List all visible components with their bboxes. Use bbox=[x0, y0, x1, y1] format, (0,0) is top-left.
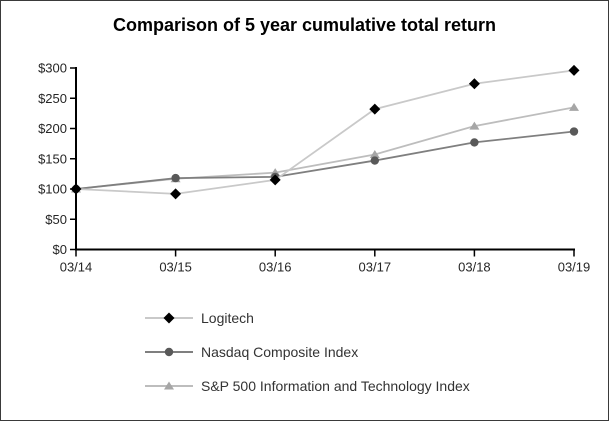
data-point-diamond bbox=[170, 188, 182, 200]
x-axis-tick-label: 03/18 bbox=[458, 260, 491, 275]
legend-circle-marker-icon bbox=[145, 347, 193, 357]
data-point-circle bbox=[370, 156, 379, 165]
y-axis-tick-label: $50 bbox=[45, 212, 67, 227]
y-axis-tick-label: $150 bbox=[38, 151, 67, 166]
legend-label-logitech: Logitech bbox=[201, 310, 254, 326]
series-line bbox=[75, 106, 575, 190]
legend-label-nasdaq: Nasdaq Composite Index bbox=[201, 344, 359, 360]
data-point-diamond bbox=[70, 183, 82, 195]
legend-label-sp500-it: S&P 500 Information and Technology Index bbox=[201, 378, 470, 394]
chart-title: Comparison of 5 year cumulative total re… bbox=[112, 15, 497, 35]
data-point-diamond bbox=[468, 78, 480, 90]
axes: $0 $50 $100 $150 $200 $250 $300 03/14 03/15 03/16… bbox=[38, 61, 590, 275]
series-line bbox=[75, 69, 575, 195]
data-point-circle bbox=[569, 127, 579, 136]
data-point-diamond bbox=[163, 312, 175, 324]
y-axis-tick-label: $250 bbox=[38, 91, 67, 106]
data-point-diamond bbox=[269, 174, 281, 186]
y-axis-tick-label: $200 bbox=[38, 121, 67, 136]
data-point-circle bbox=[164, 347, 174, 357]
legend-item-sp500-it: S&P 500 Information and Technology Index bbox=[145, 369, 470, 403]
series-line bbox=[75, 130, 575, 190]
x-axis-tick-label: 03/19 bbox=[558, 260, 591, 275]
series-1 bbox=[71, 127, 579, 194]
legend-item-nasdaq: Nasdaq Composite Index bbox=[145, 335, 470, 369]
y-axis-tick-label: $0 bbox=[53, 242, 67, 257]
x-axis-tick-label: 03/17 bbox=[359, 260, 392, 275]
data-point-diamond bbox=[568, 64, 580, 76]
data-point-circle bbox=[470, 138, 479, 147]
y-axis-tick-label: $300 bbox=[38, 61, 67, 76]
x-axis-tick-label: 03/14 bbox=[60, 260, 93, 275]
line-chart-plot-area: $0 $50 $100 $150 $200 $250 $300 03/14 03/15 03/16… bbox=[38, 61, 590, 275]
chart-legend: Logitech Nasdaq Composite Index S&P 500 … bbox=[145, 301, 470, 403]
legend-triangle-marker-icon bbox=[145, 381, 193, 390]
legend-diamond-marker-icon bbox=[145, 312, 193, 324]
data-point-triangle bbox=[369, 150, 380, 159]
data-point-triangle bbox=[164, 381, 174, 390]
data-point-circle bbox=[171, 173, 180, 183]
data-point-triangle bbox=[469, 121, 480, 130]
x-axis-tick-label: 03/16 bbox=[259, 260, 292, 275]
y-axis-tick-label: $100 bbox=[38, 182, 67, 197]
legend-item-logitech: Logitech bbox=[145, 301, 470, 335]
series-2 bbox=[71, 102, 579, 193]
data-point-diamond bbox=[369, 103, 381, 115]
data-point-triangle bbox=[569, 102, 579, 111]
x-axis-tick-label: 03/15 bbox=[159, 260, 192, 275]
series-0 bbox=[70, 64, 580, 200]
